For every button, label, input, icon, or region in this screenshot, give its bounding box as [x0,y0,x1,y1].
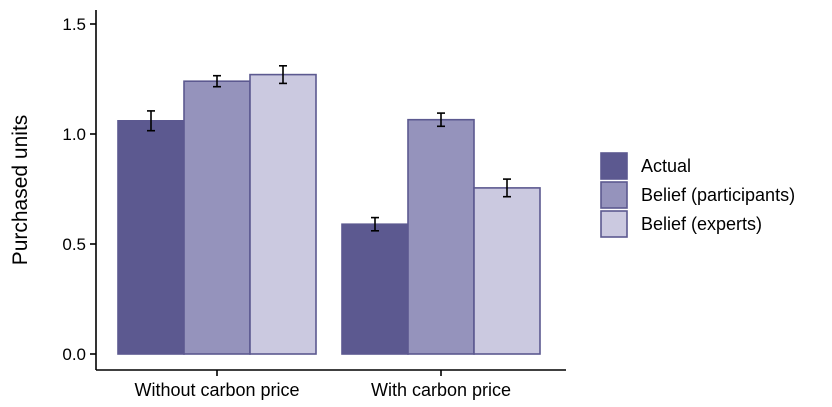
legend-swatch [600,152,628,180]
legend: Actual Belief (participants) Belief (exper… [600,152,795,238]
error-bar [371,216,379,232]
error-bar [213,74,221,88]
y-tick-label: 1.0 [62,125,86,144]
bar [407,118,475,355]
y-tick-label: 0.0 [62,345,86,364]
error-bar [437,112,445,128]
legend-label: Actual [641,156,691,176]
error-bar [147,110,155,132]
y-axis: 0.0 0.5 1.0 1.5 [62,10,97,370]
bar [117,120,185,355]
legend-item: Belief (experts) [600,210,762,238]
bar [183,80,251,355]
error-bar [279,65,287,85]
y-axis-label: Purchased units [9,115,32,266]
legend-swatch [600,210,628,238]
legend-item: Belief (participants) [600,181,795,209]
legend-label: Belief (experts) [641,214,762,234]
plot-area [117,65,541,355]
x-axis: Without carbon price With carbon price [96,369,566,400]
x-tick-label: Without carbon price [134,380,299,400]
legend-label: Belief (participants) [641,185,795,205]
bar [341,223,409,355]
y-tick-label: 1.5 [62,15,86,34]
bar [473,187,541,355]
legend-swatch [600,181,628,209]
legend-item: Actual [600,152,691,180]
y-tick-label: 0.5 [62,235,86,254]
bar [249,73,317,355]
x-tick-label: With carbon price [371,380,511,400]
error-bar [503,178,511,198]
